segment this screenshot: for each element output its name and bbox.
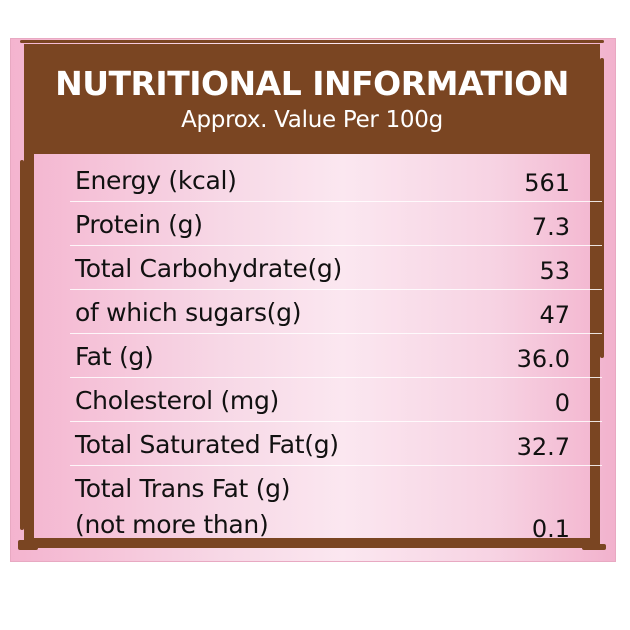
nutrient-row-cholesterol: Cholesterol (mg) 0 — [70, 378, 602, 422]
nutrition-title: NUTRITIONAL INFORMATION — [55, 64, 569, 103]
nutrient-value: 0 — [554, 389, 570, 417]
nutrient-value: 7.3 — [531, 213, 570, 241]
nutrient-name: Cholesterol (mg) — [75, 386, 279, 415]
nutrient-row-carbohydrate: Total Carbohydrate(g) 53 — [70, 246, 602, 290]
nutrient-row-protein: Protein (g) 7.3 — [70, 202, 602, 246]
nutrient-row-trans-fat: Total Trans Fat (g) (not more than) 0.1 — [70, 466, 602, 554]
frame-left-border — [24, 150, 34, 542]
nutrient-row-saturated-fat: Total Saturated Fat(g) 32.7 — [70, 422, 602, 466]
nutrient-name: Total Saturated Fat(g) — [75, 430, 339, 459]
frame-brush-stroke — [18, 540, 38, 550]
nutrient-row-fat: Fat (g) 36.0 — [70, 334, 602, 378]
frame-brush-stroke — [600, 58, 604, 358]
nutrient-name: Total Carbohydrate(g) — [75, 254, 342, 283]
nutrient-value: 561 — [524, 169, 570, 197]
nutrition-subtitle: Approx. Value Per 100g — [181, 107, 443, 133]
nutrient-name: Fat (g) — [75, 342, 154, 371]
frame-right-border — [590, 150, 600, 542]
frame-brush-stroke — [582, 544, 606, 550]
nutrient-value: 32.7 — [516, 433, 570, 461]
nutrient-row-energy: Energy (kcal) 561 — [70, 158, 602, 202]
frame-brush-stroke — [20, 160, 24, 530]
frame-brush-stroke — [20, 40, 604, 43]
nutrient-row-sugars: of which sugars(g) 47 — [70, 290, 602, 334]
nutrient-name: of which sugars(g) — [75, 298, 302, 327]
nutrient-table: Energy (kcal) 561 Protein (g) 7.3 Total … — [70, 158, 602, 554]
nutrition-header: NUTRITIONAL INFORMATION Approx. Value Pe… — [24, 44, 600, 154]
nutrient-name-qualifier: (not more than) — [75, 510, 269, 539]
frame-bottom-border — [24, 538, 600, 548]
nutrient-name: Protein (g) — [75, 210, 203, 239]
nutrient-name: Total Trans Fat (g) — [75, 474, 291, 503]
nutrient-value: 47 — [539, 301, 570, 329]
nutrient-name: Energy (kcal) — [75, 166, 237, 195]
nutrient-value: 36.0 — [516, 345, 570, 373]
nutrient-value: 53 — [539, 257, 570, 285]
nutrient-value: 0.1 — [531, 515, 570, 543]
